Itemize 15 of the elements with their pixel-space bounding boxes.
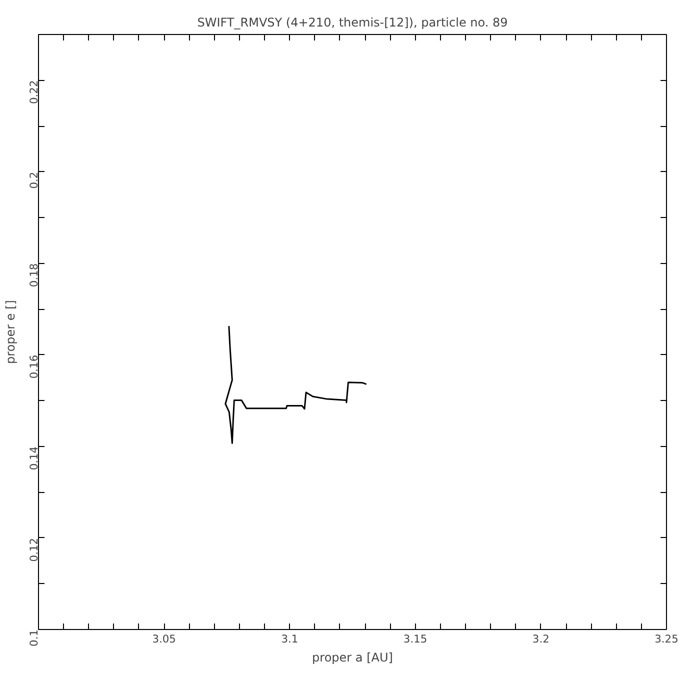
y-tick-label: 0.2: [28, 172, 40, 189]
x-tick-label: 3.15: [403, 632, 428, 646]
chart-title: SWIFT_RMVSY (4+210, themis-[12]), particle no. 89: [197, 16, 508, 30]
y-tick-label: 0.12: [28, 538, 40, 562]
x-tick-label: 3.1: [281, 632, 298, 646]
y-axis-title: proper e []: [4, 300, 18, 364]
y-tick-label: 0.22: [28, 80, 40, 104]
y-tick-label: 0.18: [28, 263, 40, 288]
y-tick-label: 0.14: [28, 446, 40, 470]
x-tick-label: 3.05: [152, 632, 176, 646]
y-tick-label: 0.16: [28, 354, 40, 379]
y-tick-label: 0.1: [28, 629, 40, 646]
x-tick-label: 3.25: [654, 632, 678, 646]
x-tick-label: 3.2: [532, 632, 550, 646]
x-axis-title: proper a [AU]: [312, 650, 393, 664]
